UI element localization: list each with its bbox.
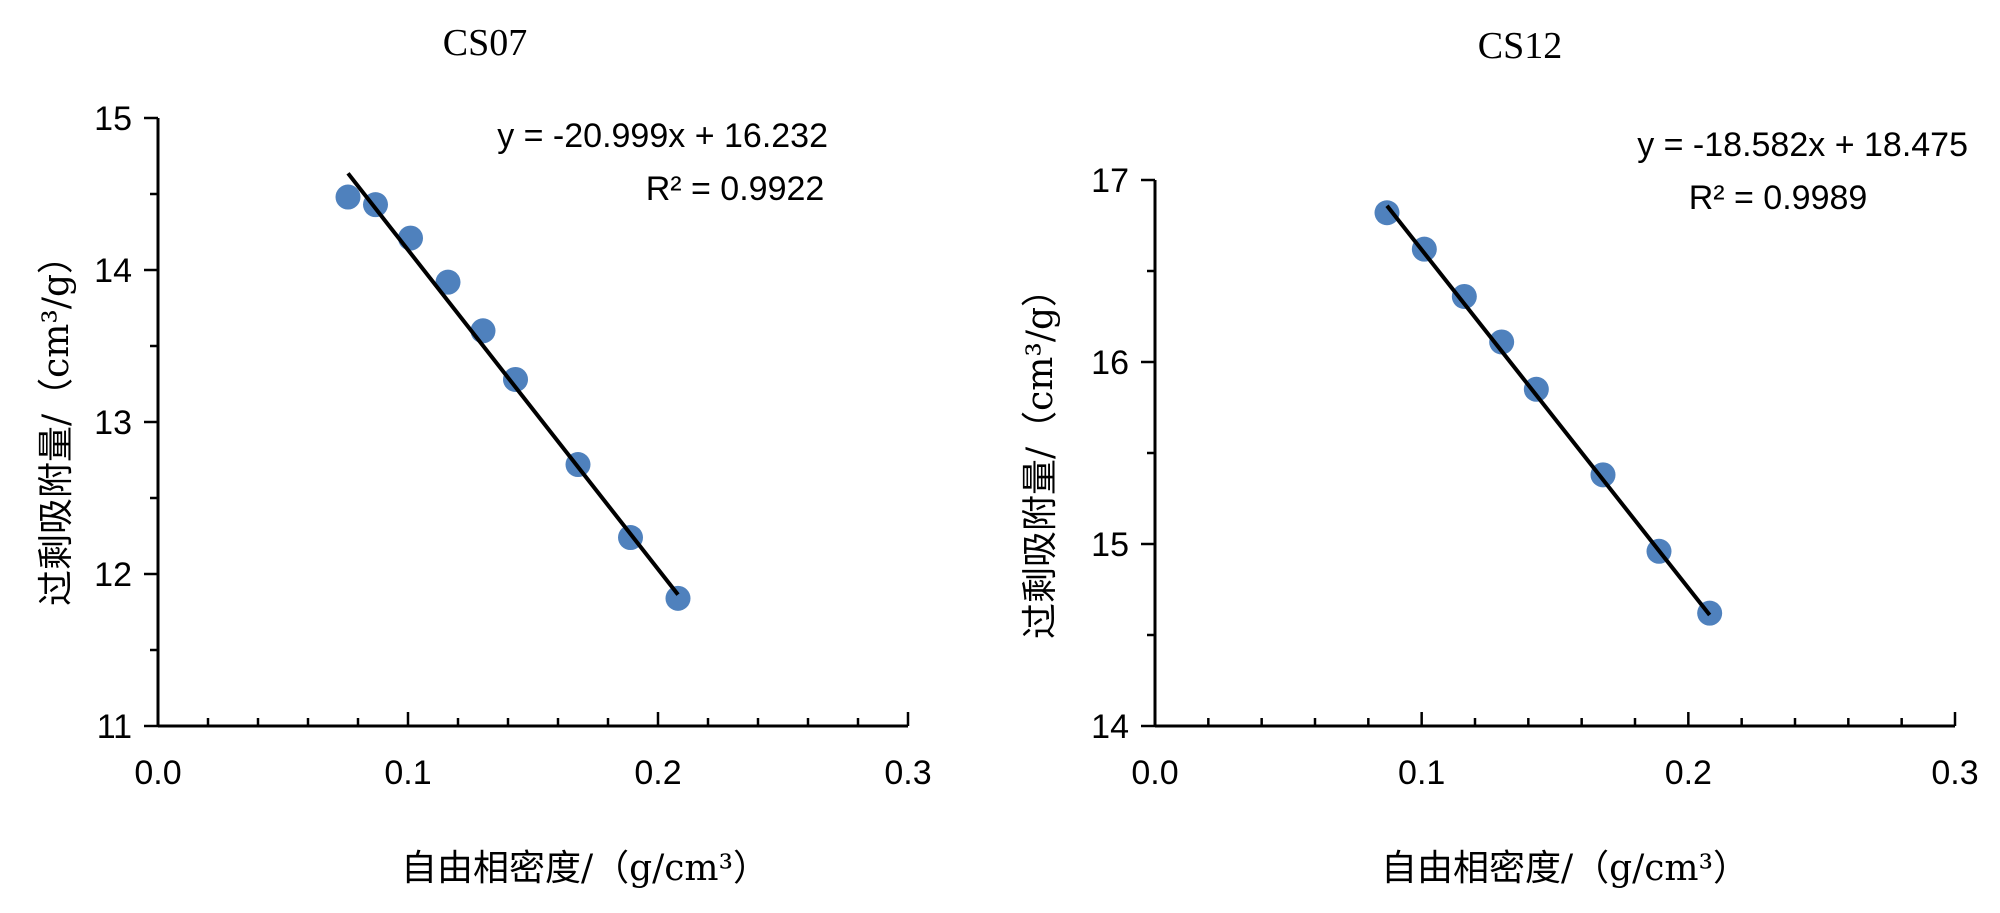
x-tick-label: 0.2 xyxy=(634,754,681,792)
data-point xyxy=(665,585,691,611)
data-point xyxy=(1451,283,1477,309)
y-tick-label: 14 xyxy=(1091,708,1129,746)
x-axis-label: 自由相密度/（g/cm³） xyxy=(401,848,769,889)
y-tick-label: 17 xyxy=(1091,162,1129,200)
y-tick-label: 15 xyxy=(94,100,132,138)
x-tick-label: 0.2 xyxy=(1665,754,1712,792)
x-tick-label: 0.1 xyxy=(384,754,431,792)
x-tick-label: 0.3 xyxy=(1931,754,1978,792)
data-point xyxy=(503,366,528,392)
x-tick-label: 0.0 xyxy=(134,754,181,792)
y-axis-label: 过剩吸附量/（cm³/g） xyxy=(36,238,77,606)
trendline-equation: y = -20.999x + 16.232 xyxy=(497,117,828,155)
y-tick-label: 14 xyxy=(94,252,132,290)
x-tick-label: 0.3 xyxy=(884,754,931,792)
y-tick-label: 13 xyxy=(94,404,132,442)
data-point xyxy=(470,318,496,344)
cs07-panel: CS07 11 12 13 14 15 0.0 0.1 0.2 0.3 自由相密度/（g/cm³） 过… xyxy=(36,22,932,889)
chart-title: CS12 xyxy=(1478,25,1562,67)
trendline-r2: R² = 0.9922 xyxy=(646,170,825,208)
data-point xyxy=(435,269,461,295)
trendline xyxy=(346,172,680,596)
chart-title: CS07 xyxy=(443,22,527,64)
trendline xyxy=(1385,204,1712,617)
data-point xyxy=(398,225,423,251)
y-axis-label: 过剩吸附量/（cm³/g） xyxy=(1020,271,1061,639)
data-point xyxy=(1489,329,1515,355)
y-tick-label: 16 xyxy=(1091,344,1129,382)
trendline-equation: y = -18.582x + 18.475 xyxy=(1637,126,1968,164)
y-tick-label: 11 xyxy=(97,708,132,746)
x-axis-label: 自由相密度/（g/cm³） xyxy=(1381,848,1749,889)
data-point xyxy=(1374,200,1400,226)
x-tick-label: 0.0 xyxy=(1131,754,1178,792)
y-tick-label: 12 xyxy=(94,556,132,594)
trendline-r2: R² = 0.9989 xyxy=(1689,179,1868,217)
data-point xyxy=(1523,376,1549,402)
cs12-panel: CS12 14 15 16 17 0.0 0.1 0.2 0.3 自由相密度/（g/cm³） 过剩吸… xyxy=(1020,25,1979,889)
y-tick-label: 15 xyxy=(1091,526,1129,564)
x-tick-label: 0.1 xyxy=(1398,754,1445,792)
data-point xyxy=(335,184,361,210)
